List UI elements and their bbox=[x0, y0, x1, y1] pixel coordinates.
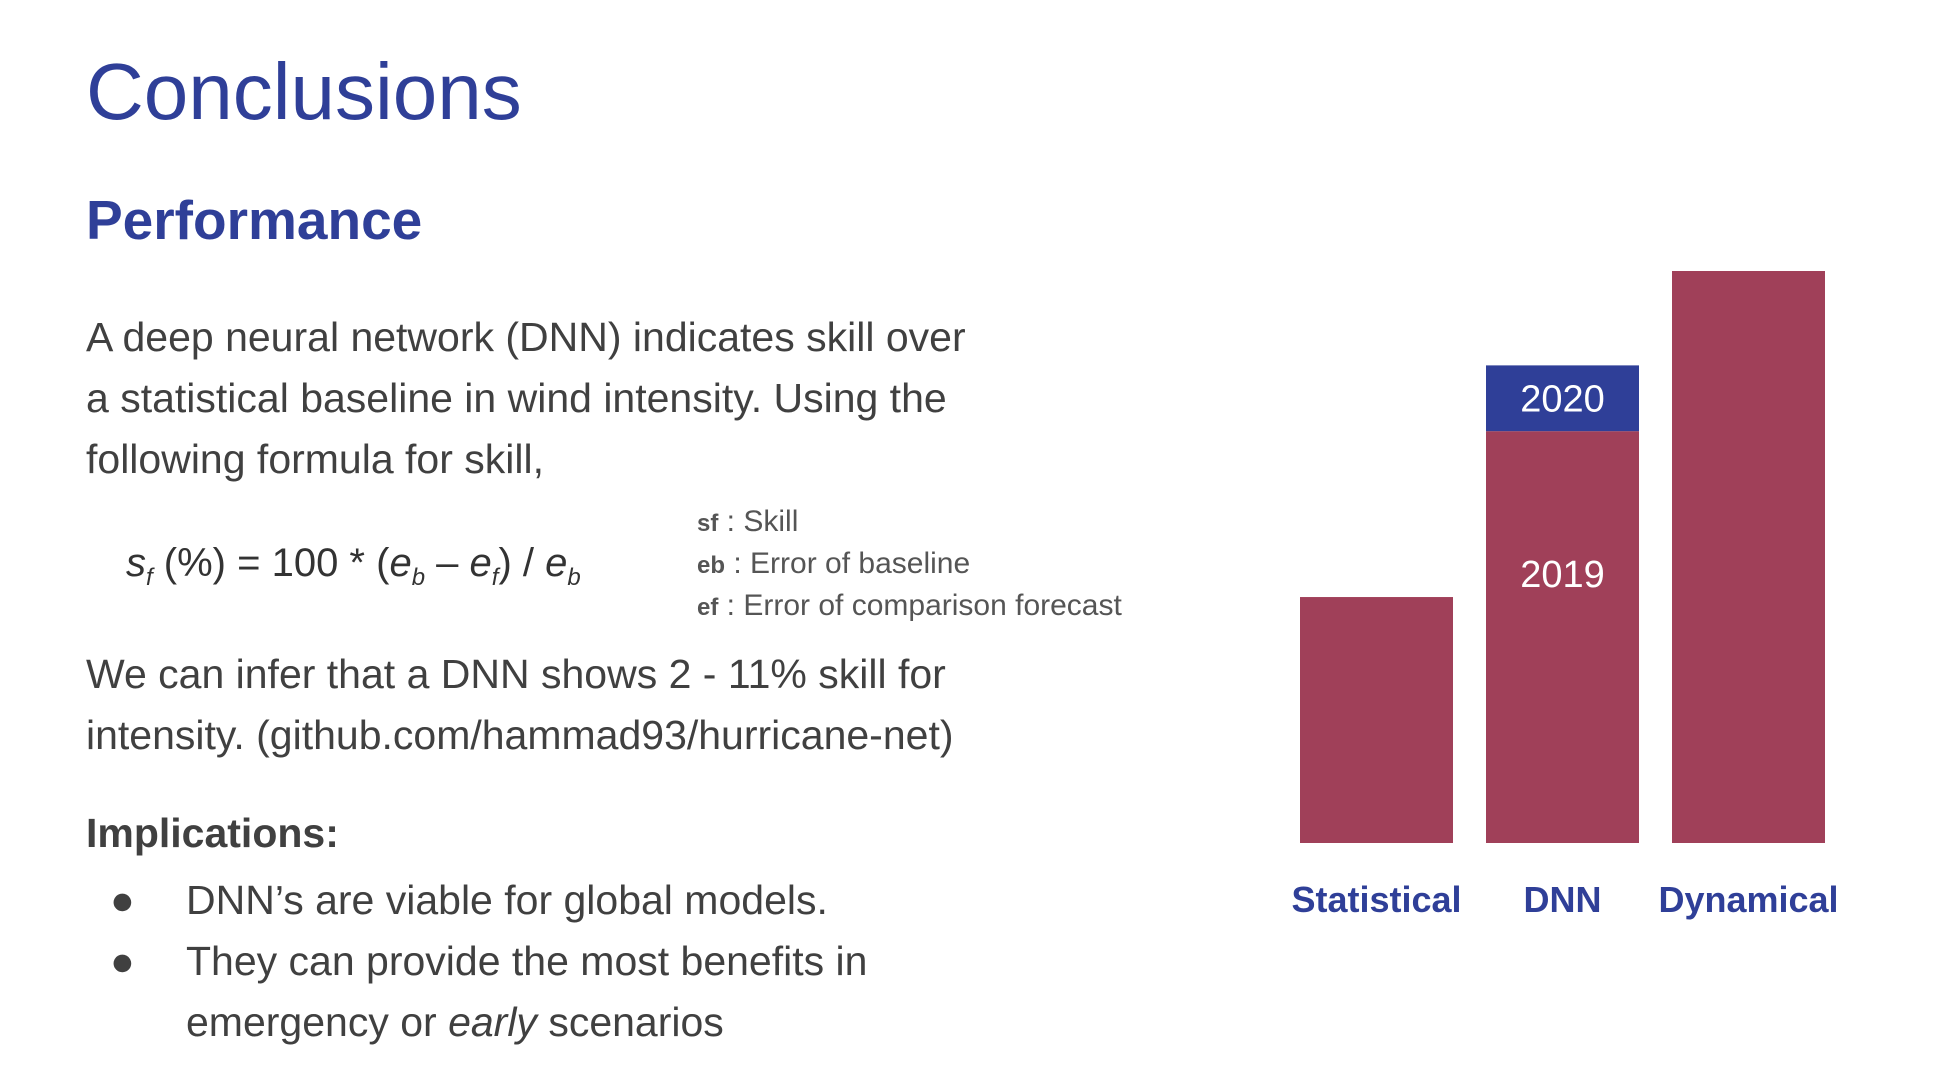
definition-row: sf : Skill bbox=[697, 502, 1122, 544]
bar-dnn-2019 bbox=[1486, 431, 1639, 843]
implications-heading: Implications: bbox=[86, 810, 339, 856]
formula-e1: e bbox=[389, 541, 412, 585]
list-item: ● DNN’s are viable for global models. bbox=[86, 870, 867, 931]
bar-dnn-2020 bbox=[1486, 365, 1639, 432]
definition-sep: : bbox=[718, 505, 744, 538]
definition-row: eb : Error of baseline bbox=[697, 544, 1122, 586]
definition-text: Error of baseline bbox=[750, 547, 971, 580]
bar-label-2020: 2020 bbox=[1520, 378, 1605, 420]
bullet-text-emphasis: early bbox=[448, 999, 537, 1045]
implications-list: ● DNN’s are viable for global models. ● … bbox=[86, 870, 867, 1053]
bar-dynamical-2019 bbox=[1672, 271, 1825, 843]
formula-e3-sub: b bbox=[567, 564, 581, 591]
formula-s-sub: f bbox=[146, 564, 153, 591]
category-label-dnn: DNN bbox=[1524, 879, 1602, 920]
formula-s: s bbox=[126, 541, 146, 585]
intro-line: following formula for skill, bbox=[86, 436, 544, 482]
labels-layer: Statistical 2019 2020 DNN Dynamical bbox=[1291, 378, 1838, 920]
skill-bar-chart: Statistical 2019 2020 DNN Dynamical bbox=[1291, 271, 1839, 920]
formula-e2: e bbox=[469, 541, 492, 585]
definition-symbol: ef bbox=[697, 594, 719, 621]
bullet-icon: ● bbox=[110, 938, 135, 984]
inference-line: intensity. (github.com/hammad93/hurrican… bbox=[86, 712, 954, 758]
list-item: ● They can provide the most benefits in … bbox=[86, 931, 867, 1053]
formula-mid2: ) / bbox=[498, 541, 546, 585]
definition-symbol: sf bbox=[697, 510, 719, 537]
bars-layer bbox=[1300, 271, 1825, 843]
category-label-dynamical: Dynamical bbox=[1658, 879, 1838, 920]
formula-e1-sub: b bbox=[411, 564, 426, 591]
formula-e2-sub: f bbox=[491, 564, 499, 591]
formula-mid1: (%) = 100 * ( bbox=[152, 541, 390, 585]
intro-line: a statistical baseline in wind intensity… bbox=[86, 375, 947, 421]
bullet-text: They can provide the most benefits in bbox=[186, 938, 868, 984]
definition-sep: : bbox=[718, 589, 744, 622]
category-label-statistical: Statistical bbox=[1291, 879, 1461, 920]
definition-symbol: eb bbox=[697, 552, 726, 579]
slide-title: Conclusions bbox=[86, 47, 522, 136]
formula-minus: – bbox=[425, 541, 470, 585]
intro-paragraph: A deep neural network (DNN) indicates sk… bbox=[86, 307, 966, 490]
inference-line: We can infer that a DNN shows 2 - 11% sk… bbox=[86, 651, 946, 697]
inference-paragraph: We can infer that a DNN shows 2 - 11% sk… bbox=[86, 644, 954, 766]
definition-text: Skill bbox=[743, 505, 799, 538]
formula-definitions: sf : Skill eb : Error of baseline ef : E… bbox=[697, 502, 1122, 628]
bullet-text-continued: emergency or early scenarios bbox=[186, 992, 867, 1053]
bar-statistical-2019 bbox=[1300, 597, 1453, 843]
section-heading: Performance bbox=[86, 189, 423, 251]
bullet-icon: ● bbox=[110, 877, 135, 923]
bar-label-2019: 2019 bbox=[1520, 554, 1605, 596]
skill-formula: sf (%) = 100 * (eb – ef) / eb bbox=[126, 541, 581, 592]
definition-text: Error of comparison forecast bbox=[743, 589, 1122, 622]
bullet-text: DNN’s are viable for global models. bbox=[186, 877, 828, 923]
bullet-text-post: scenarios bbox=[536, 999, 724, 1045]
bullet-text-pre: emergency or bbox=[186, 999, 449, 1045]
definition-sep: : bbox=[725, 547, 751, 580]
intro-line: A deep neural network (DNN) indicates sk… bbox=[86, 314, 966, 360]
formula-e3: e bbox=[545, 541, 568, 585]
definition-row: ef : Error of comparison forecast bbox=[697, 586, 1122, 628]
